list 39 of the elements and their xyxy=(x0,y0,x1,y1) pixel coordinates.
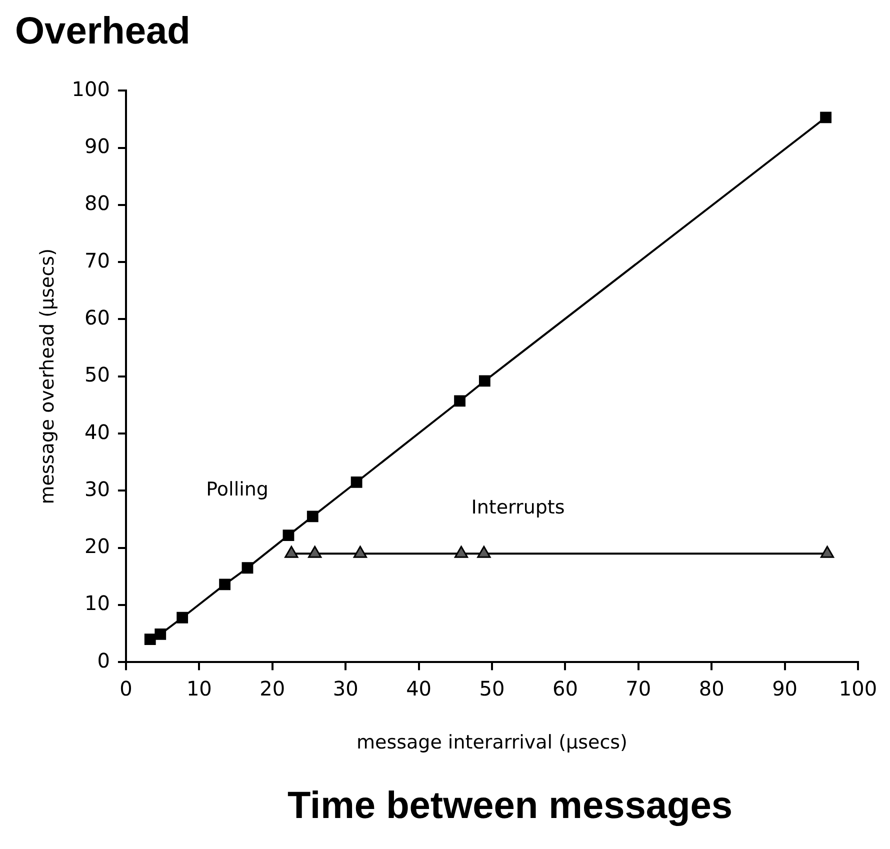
x-axis-title: message interarrival (µsecs) xyxy=(356,732,628,754)
point xyxy=(242,562,254,574)
y-tick-label: 30 xyxy=(84,476,110,501)
y-tick-label: 80 xyxy=(84,191,110,216)
point xyxy=(454,395,466,407)
point xyxy=(820,112,832,124)
y-tick-label: 0 xyxy=(97,648,110,672)
series-label: Interrupts xyxy=(471,496,565,519)
y-tick-label: 50 xyxy=(84,362,110,387)
point xyxy=(144,634,156,646)
y-tick-label: 10 xyxy=(84,591,110,616)
y-axis-title: message overhead (µsecs) xyxy=(36,248,58,504)
x-tick-label: 40 xyxy=(406,676,432,700)
x-tick-label: 10 xyxy=(186,676,212,700)
y-tick-label: 20 xyxy=(84,534,110,558)
point xyxy=(176,612,188,624)
series-label: Polling xyxy=(206,478,268,500)
x-tick-label: 30 xyxy=(332,676,358,700)
y-tick-label: 60 xyxy=(84,305,110,330)
x-tick-label: 90 xyxy=(772,676,798,700)
x-tick-label: 70 xyxy=(626,676,652,700)
y-tick-label: 40 xyxy=(84,420,110,444)
y-tick-label: 100 xyxy=(72,76,110,101)
x-tick-label: 60 xyxy=(552,676,578,700)
x-tick-label: 50 xyxy=(479,676,505,700)
point xyxy=(478,375,490,387)
point xyxy=(306,510,318,522)
y-tick-label: 70 xyxy=(84,248,110,272)
point xyxy=(219,578,230,590)
x-tick-label: 80 xyxy=(698,676,724,700)
text: Time between messages xyxy=(288,785,732,827)
chart-title: Overhead xyxy=(15,10,190,52)
point xyxy=(350,476,362,488)
x-tick-label: 20 xyxy=(260,676,286,700)
x-tick-label: 100 xyxy=(838,676,878,700)
point xyxy=(154,628,166,640)
y-tick-label: 90 xyxy=(84,134,110,158)
x-tick-label: 0 xyxy=(120,676,132,700)
point xyxy=(282,530,294,542)
